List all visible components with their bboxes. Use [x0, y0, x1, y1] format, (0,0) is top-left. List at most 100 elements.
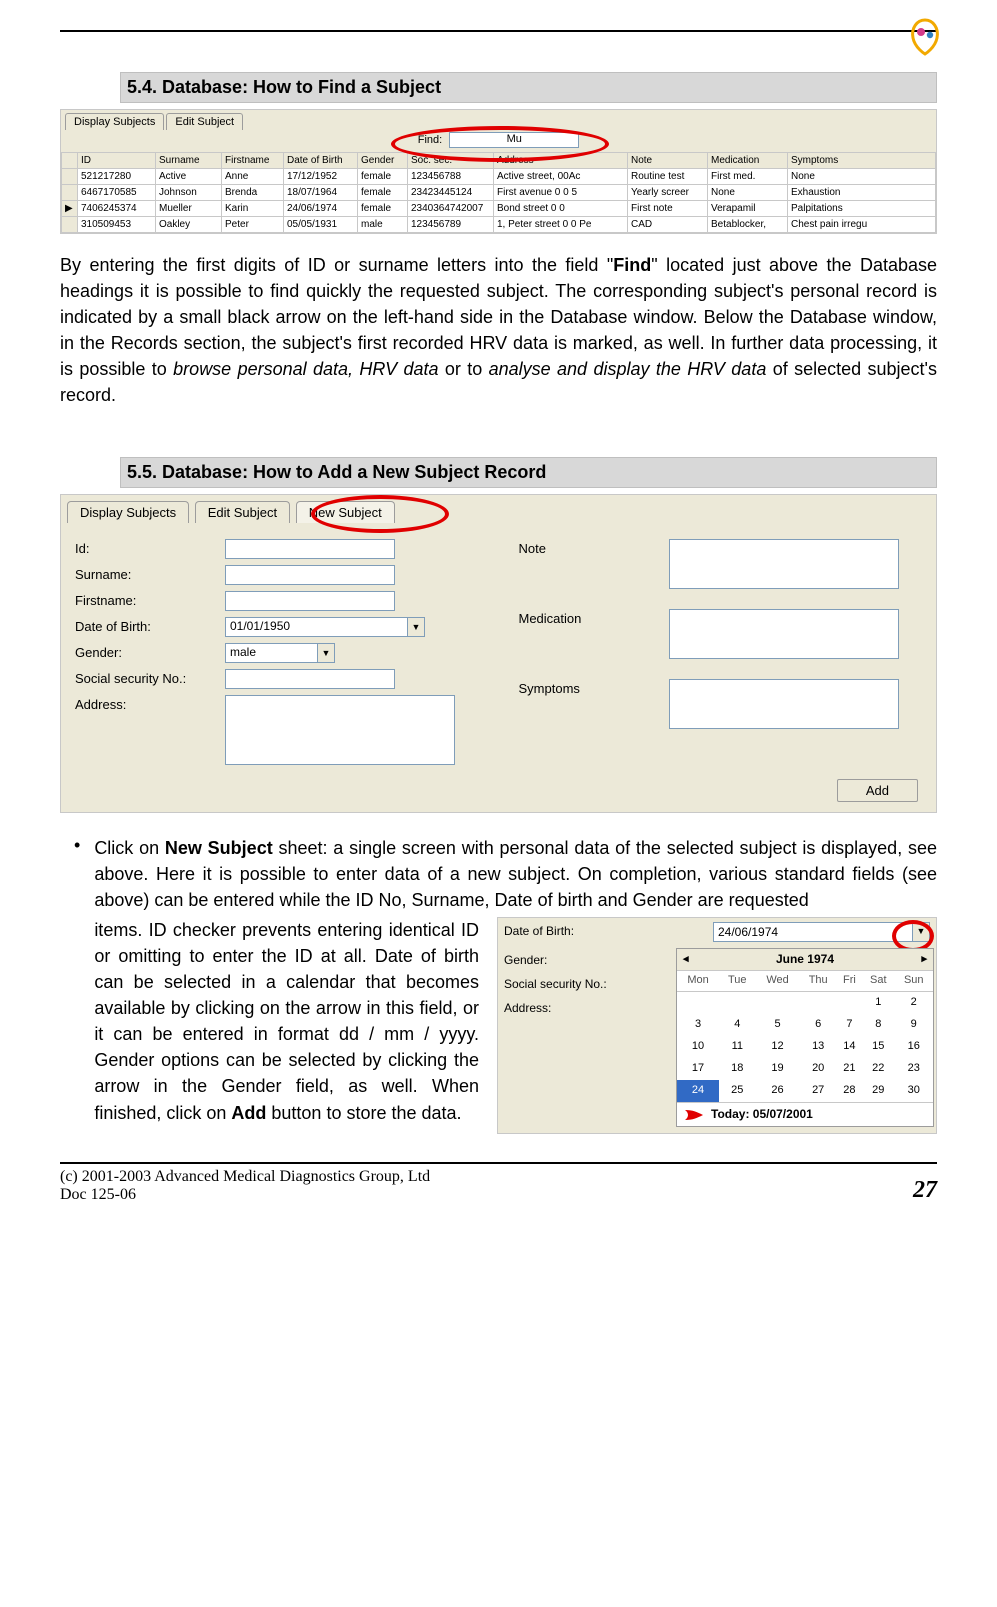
section-heading-5-4: 5.4. Database: How to Find a Subject: [120, 72, 937, 103]
calendar-dow: Tue: [719, 971, 755, 991]
calendar-day[interactable]: 22: [862, 1058, 894, 1080]
calendar-day[interactable]: 11: [719, 1036, 755, 1058]
calendar-day[interactable]: 25: [719, 1080, 755, 1102]
table-header: Note: [628, 153, 708, 169]
calendar-day[interactable]: 2: [894, 992, 933, 1014]
calendar-dow: Sun: [894, 971, 933, 991]
copyright-text: (c) 2001-2003 Advanced Medical Diagnosti…: [60, 1168, 430, 1186]
prev-month-icon[interactable]: ◂: [683, 952, 689, 968]
surname-field[interactable]: [225, 565, 395, 585]
find-input[interactable]: Mu: [449, 132, 579, 148]
table-row[interactable]: ▶7406245374MuellerKarin24/06/1974female2…: [62, 201, 936, 217]
calendar-day: [756, 992, 800, 1014]
calendar-day[interactable]: 3: [677, 1014, 719, 1036]
calendar-day: [719, 992, 755, 1014]
chevron-down-icon[interactable]: ▼: [407, 618, 424, 636]
dob-label: Date of Birth:: [75, 617, 225, 634]
calendar-day[interactable]: 20: [800, 1058, 837, 1080]
bullet-paragraph: Click on New Subject sheet: a single scr…: [94, 835, 937, 1135]
calendar-day[interactable]: 1: [862, 992, 894, 1014]
symptoms-label: Symptoms: [519, 679, 669, 696]
calendar-dow: Thu: [800, 971, 837, 991]
calendar-dow: Fri: [837, 971, 862, 991]
tab-display-subjects[interactable]: Display Subjects: [65, 113, 164, 130]
calendar-day[interactable]: 8: [862, 1014, 894, 1036]
gender-field[interactable]: male▼: [225, 643, 335, 663]
calendar-day[interactable]: 27: [800, 1080, 837, 1102]
table-header: Gender: [358, 153, 408, 169]
id-label: Id:: [75, 539, 225, 556]
note-label: Note: [519, 539, 669, 556]
ssn-field[interactable]: [225, 669, 395, 689]
bullet-icon: •: [60, 835, 80, 1135]
calendar-day[interactable]: 14: [837, 1036, 862, 1058]
address-label: Address:: [75, 695, 225, 712]
calendar-day[interactable]: 13: [800, 1036, 837, 1058]
calendar-day[interactable]: 23: [894, 1058, 933, 1080]
calendar-day[interactable]: 7: [837, 1014, 862, 1036]
table-header: Surname: [156, 153, 222, 169]
top-rule: [60, 30, 937, 32]
tab-display-subjects[interactable]: Display Subjects: [67, 501, 189, 523]
medication-field[interactable]: [669, 609, 899, 659]
logo-icon: [903, 14, 947, 58]
medication-label: Medication: [519, 609, 669, 626]
bottom-rule: [60, 1162, 937, 1164]
dob-label: Date of Birth:: [504, 923, 574, 940]
calendar-day[interactable]: 9: [894, 1014, 933, 1036]
table-header: Medication: [708, 153, 788, 169]
table-header: Firstname: [222, 153, 284, 169]
note-field[interactable]: [669, 539, 899, 589]
calendar-day[interactable]: 24: [677, 1080, 719, 1102]
calendar-month-label: June 1974: [776, 951, 834, 968]
find-label: Find:: [418, 134, 442, 146]
table-row[interactable]: 521217280ActiveAnne17/12/1952female12345…: [62, 169, 936, 185]
calendar-dow: Wed: [756, 971, 800, 991]
calendar-day[interactable]: 28: [837, 1080, 862, 1102]
calendar-day[interactable]: 6: [800, 1014, 837, 1036]
table-header: Soc. sec.: [408, 153, 494, 169]
tab-edit-subject[interactable]: Edit Subject: [166, 113, 243, 130]
surname-label: Surname:: [75, 565, 225, 582]
calendar-day[interactable]: 21: [837, 1058, 862, 1080]
paragraph-find-description: By entering the first digits of ID or su…: [60, 252, 937, 409]
gender-label: Gender:: [75, 643, 225, 660]
next-month-icon[interactable]: ▸: [921, 952, 927, 968]
calendar-day[interactable]: 15: [862, 1036, 894, 1058]
calendar-day[interactable]: 30: [894, 1080, 933, 1102]
table-row[interactable]: 6467170585JohnsonBrenda18/07/1964female2…: [62, 185, 936, 201]
dob-field[interactable]: 24/06/1974 ▼: [713, 922, 930, 942]
add-button[interactable]: Add: [837, 779, 918, 802]
section-heading-5-5: 5.5. Database: How to Add a New Subject …: [120, 457, 937, 488]
calendar-day[interactable]: 26: [756, 1080, 800, 1102]
calendar-day: [677, 992, 719, 1014]
dob-field[interactable]: 01/01/1950▼: [225, 617, 425, 637]
id-field[interactable]: [225, 539, 395, 559]
calendar-grid[interactable]: MonTueWedThuFriSatSun 123456789101112131…: [677, 971, 933, 1102]
calendar-day[interactable]: 12: [756, 1036, 800, 1058]
calendar-day[interactable]: 16: [894, 1036, 933, 1058]
calendar-day[interactable]: 19: [756, 1058, 800, 1080]
calendar-screenshot: Date of Birth: 24/06/1974 ▼ Gender: Soci…: [497, 917, 937, 1134]
calendar-day[interactable]: 4: [719, 1014, 755, 1036]
calendar-day[interactable]: 10: [677, 1036, 719, 1058]
calendar-day: [837, 992, 862, 1014]
tab-edit-subject[interactable]: Edit Subject: [195, 501, 290, 523]
address-field[interactable]: [225, 695, 455, 765]
tab-new-subject[interactable]: New Subject: [296, 501, 395, 523]
side-labels: Gender: Social security No.: Address:: [504, 948, 607, 1020]
calendar-popup[interactable]: ◂ June 1974 ▸ MonTueWedThuFriSatSun 1234…: [676, 948, 934, 1127]
table-row[interactable]: 310509453OakleyPeter05/05/1931male123456…: [62, 217, 936, 233]
symptoms-field[interactable]: [669, 679, 899, 729]
chevron-down-icon[interactable]: ▼: [317, 644, 334, 662]
calendar-day[interactable]: 17: [677, 1058, 719, 1080]
calendar-day[interactable]: 5: [756, 1014, 800, 1036]
calendar-today-row[interactable]: Today: 05/07/2001: [677, 1102, 933, 1126]
table-header: [62, 153, 78, 169]
firstname-field[interactable]: [225, 591, 395, 611]
new-subject-form-screenshot: Display Subjects Edit Subject New Subjec…: [60, 494, 937, 813]
chevron-down-icon[interactable]: ▼: [912, 923, 929, 941]
calendar-day[interactable]: 29: [862, 1080, 894, 1102]
table-header: Address: [494, 153, 628, 169]
calendar-day[interactable]: 18: [719, 1058, 755, 1080]
